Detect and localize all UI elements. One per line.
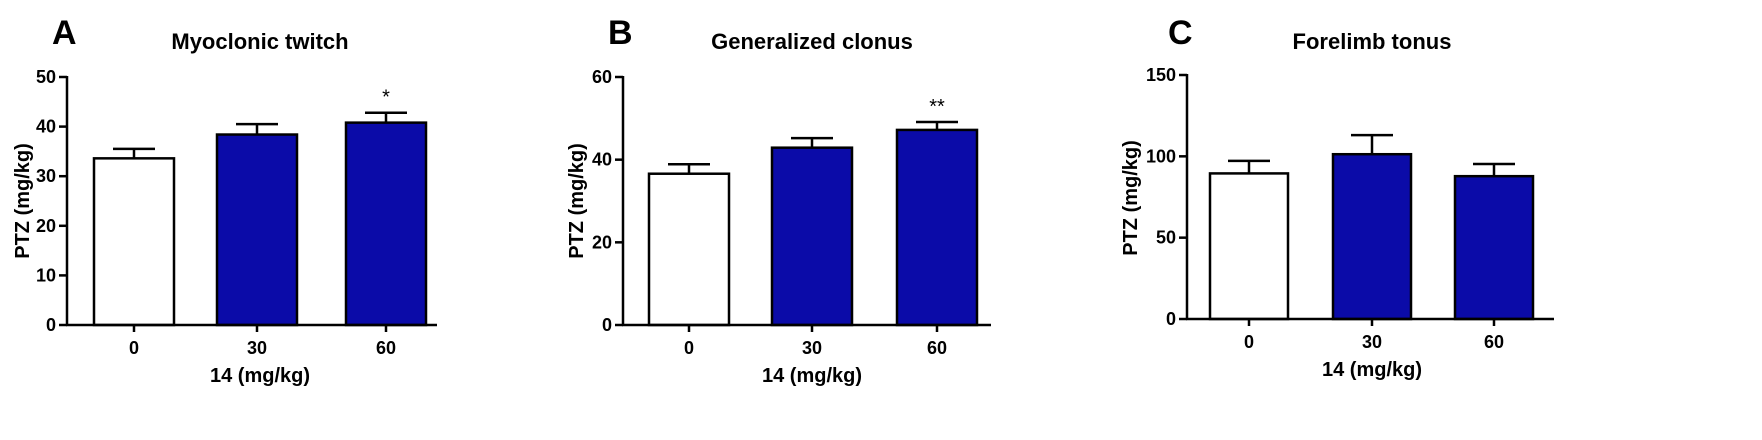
- bar-60: [1453, 174, 1535, 321]
- x-tick-label: 60: [1484, 332, 1504, 352]
- x-tick-label: 30: [1362, 332, 1382, 352]
- error-bar-0: [1228, 159, 1270, 174]
- bar-60: [344, 121, 428, 327]
- y-tick-label: 20: [592, 232, 612, 252]
- bar-30: [215, 133, 299, 327]
- y-axis-label: PTZ (mg/kg): [566, 143, 588, 259]
- error-bar-0: [113, 147, 155, 159]
- panel-b: B Generalized clonus PTZ (mg/kg) 14 (mg/…: [566, 14, 991, 387]
- bar-30: [1331, 152, 1413, 321]
- error-bar-60: [365, 111, 407, 123]
- error-bar-30: [236, 122, 278, 135]
- y-tick-label: 20: [36, 216, 56, 236]
- x-tick-label: 30: [247, 338, 267, 358]
- y-tick-label: 100: [1146, 146, 1176, 166]
- chart-title: Generalized clonus: [711, 29, 913, 54]
- y-tick-label: 40: [36, 117, 56, 137]
- x-tick-label: 0: [1244, 332, 1254, 352]
- y-axis-label: PTZ (mg/kg): [1120, 140, 1142, 256]
- x-tick-label: 0: [129, 338, 139, 358]
- bar-0: [92, 157, 176, 327]
- panel-a: A Myoclonic twitch PTZ (mg/kg) 14 (mg/kg…: [12, 14, 437, 387]
- bar-60: [895, 128, 979, 327]
- error-bar-30: [1351, 133, 1393, 155]
- y-tick-label: 150: [1146, 65, 1176, 85]
- y-axis-label: PTZ (mg/kg): [12, 143, 34, 259]
- significance-marker: **: [929, 96, 945, 118]
- y-tick-label: 0: [602, 315, 612, 335]
- panel-label: B: [608, 14, 633, 52]
- chart-title: Forelimb tonus: [1293, 29, 1452, 54]
- significance-marker: *: [382, 87, 390, 109]
- bar-30: [770, 146, 854, 327]
- x-axis-label: 14 (mg/kg): [1322, 359, 1422, 381]
- x-axis-label: 14 (mg/kg): [762, 365, 862, 387]
- x-tick-label: 60: [927, 338, 947, 358]
- y-tick-label: 60: [592, 67, 612, 87]
- error-bar-60: [1473, 162, 1515, 177]
- y-tick-label: 50: [1156, 228, 1176, 248]
- bar-0: [1208, 172, 1290, 321]
- y-tick-label: 50: [36, 67, 56, 87]
- panel-c: C Forelimb tonus PTZ (mg/kg) 14 (mg/kg) …: [1120, 14, 1554, 381]
- error-bar-30: [791, 136, 833, 148]
- panel-label: A: [52, 14, 77, 52]
- x-tick-label: 0: [684, 338, 694, 358]
- panel-label: C: [1168, 14, 1193, 52]
- y-tick-label: 10: [36, 265, 56, 285]
- chart-title: Myoclonic twitch: [171, 29, 348, 54]
- y-tick-label: 30: [36, 166, 56, 186]
- bar-0: [647, 172, 731, 327]
- x-axis-label: 14 (mg/kg): [210, 365, 310, 387]
- x-tick-label: 30: [802, 338, 822, 358]
- y-tick-label: 40: [592, 150, 612, 170]
- y-tick-label: 0: [46, 315, 56, 335]
- error-bar-60: [916, 120, 958, 130]
- y-tick-label: 0: [1166, 309, 1176, 329]
- error-bar-0: [668, 162, 710, 174]
- x-tick-label: 60: [376, 338, 396, 358]
